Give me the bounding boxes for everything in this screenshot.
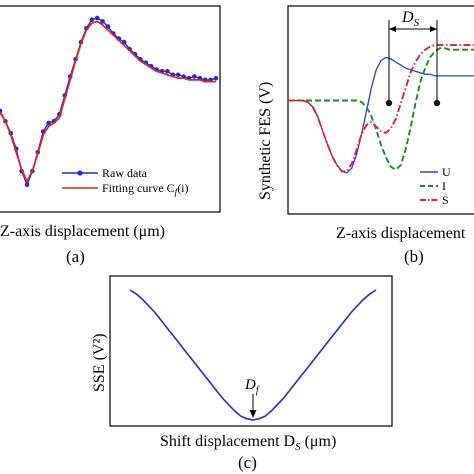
- panel-c-tag: (c): [238, 453, 257, 472]
- series-line-u: [288, 56, 474, 174]
- raw-data-point: [94, 15, 100, 21]
- c-xlabel-text: Shift displacement D: [160, 433, 295, 450]
- panel-c: SSE (V²) Df Shift displacement DS (μm) (…: [91, 275, 393, 472]
- panel-a-legend: Raw data Fitting curve Cf(i): [62, 166, 189, 197]
- ds-dot-right: [433, 99, 441, 107]
- legend-i-label: I: [442, 179, 446, 193]
- raw-data-point: [165, 69, 170, 74]
- panel-a: Raw data Fitting curve Cf(i) Z-axis disp…: [0, 5, 221, 266]
- legend-s-label: S: [442, 193, 449, 207]
- panel-b-ylabel: Synthetic FES (V): [257, 82, 274, 200]
- panel-b-legend: U I S: [420, 165, 451, 207]
- ds-sub: S: [414, 17, 420, 29]
- panel-b: Synthetic FES (V) DS U I S Z-axis displa…: [257, 5, 474, 266]
- ds-arrowhead-left: [389, 26, 396, 32]
- panel-c-xlabel: Shift displacement DS (μm): [160, 433, 336, 453]
- panel-a-tag: (a): [66, 247, 85, 266]
- panel-b-tag: (b): [404, 247, 424, 266]
- legend-fit-sub: f: [175, 187, 179, 197]
- raw-data-point: [192, 74, 197, 79]
- panel-c-df-annotation: Df: [244, 377, 260, 396]
- raw-data-point: [46, 120, 51, 126]
- raw-data-point: [24, 182, 30, 188]
- panel-c-ylabel: SSE (V²): [91, 333, 108, 392]
- c-xlabel-unit: (μm): [301, 433, 337, 450]
- ds-dot-left: [385, 99, 393, 107]
- panel-a-frame: [0, 5, 221, 213]
- series-line-i: [288, 47, 474, 171]
- raw-data-point: [89, 17, 95, 23]
- ds-letter: D: [401, 9, 414, 26]
- legend-raw-label: Raw data: [102, 166, 148, 180]
- panel-a-plot: [0, 15, 219, 188]
- panel-b-ds-bracket: [385, 20, 441, 107]
- c-xlabel-sub: S: [295, 441, 301, 453]
- raw-data-point: [213, 75, 219, 81]
- raw-data-point: [175, 72, 181, 78]
- series-line-sse: [129, 289, 377, 421]
- legend-raw-marker: [77, 170, 83, 176]
- panel-a-xlabel: Z-axis displacement (μm): [0, 223, 165, 240]
- legend-fit-tail: (i): [177, 181, 188, 195]
- df-sub: f: [256, 385, 260, 396]
- panel-c-frame: [109, 275, 393, 427]
- panel-c-plot: [129, 289, 377, 421]
- series-line-fitting-curve: [0, 20, 216, 184]
- df-arrowhead: [249, 410, 257, 418]
- series-line-s: [288, 44, 474, 173]
- panel-b-frame: [287, 5, 474, 215]
- panel-b-plot: [288, 44, 474, 174]
- panel-b-xlabel: Z-axis displacement: [336, 225, 466, 242]
- raw-data-point: [0, 108, 3, 114]
- ds-arrowhead-right: [430, 26, 437, 32]
- legend-fit-label: Fitting curve Cf(i): [102, 181, 189, 197]
- raw-data-point: [100, 19, 105, 24]
- series-line-raw-data: [0, 17, 217, 187]
- panel-b-ds-annotation: DS: [401, 9, 420, 29]
- legend-fit-text: Fitting curve C: [102, 181, 175, 195]
- legend-u-label: U: [442, 165, 451, 179]
- df-letter: D: [244, 377, 256, 393]
